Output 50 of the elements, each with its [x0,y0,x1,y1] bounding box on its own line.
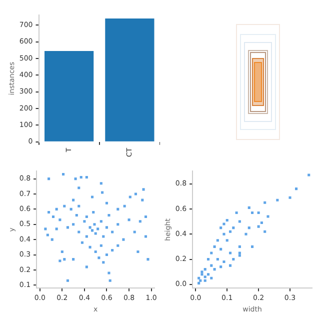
point [232,226,235,230]
point [222,222,226,226]
point [216,258,219,261]
point [206,258,210,261]
point [200,273,204,276]
point [200,270,204,274]
point [226,239,228,242]
point [266,215,270,218]
point [206,273,210,276]
point [204,279,206,282]
point [276,198,279,202]
point [213,245,216,248]
point [238,245,241,248]
point [235,211,238,214]
point [220,266,222,268]
point [288,196,292,199]
point [238,254,241,257]
point [295,188,298,190]
point [248,206,250,209]
point [238,220,241,223]
point [264,201,266,204]
point [198,282,200,284]
point [199,279,202,282]
point [204,276,206,278]
point [264,230,266,233]
point [257,225,260,228]
point [210,276,213,280]
point [216,239,219,242]
point [248,226,250,230]
point [250,245,254,248]
point [226,218,228,222]
point [257,211,260,214]
point [222,260,226,264]
point [198,276,200,280]
point [250,211,254,214]
point [232,258,235,261]
point [244,232,248,236]
point [228,252,232,254]
point [228,264,232,267]
point [220,248,222,250]
point [204,268,206,271]
point [308,174,310,176]
point [210,264,213,267]
point [222,232,226,236]
point [213,268,216,271]
point [260,222,263,224]
point [228,230,232,233]
point [210,252,213,254]
point [238,252,241,254]
point [220,226,222,230]
